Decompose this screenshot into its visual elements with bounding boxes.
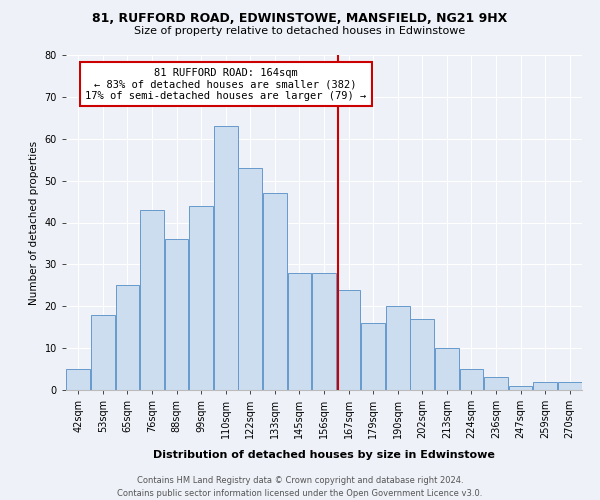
X-axis label: Distribution of detached houses by size in Edwinstowe: Distribution of detached houses by size … xyxy=(153,450,495,460)
Bar xyxy=(116,286,139,390)
Bar xyxy=(189,206,213,390)
Bar xyxy=(460,369,484,390)
Bar xyxy=(140,210,164,390)
Text: Contains HM Land Registry data © Crown copyright and database right 2024.
Contai: Contains HM Land Registry data © Crown c… xyxy=(118,476,482,498)
Bar xyxy=(91,314,115,390)
Text: 81, RUFFORD ROAD, EDWINSTOWE, MANSFIELD, NG21 9HX: 81, RUFFORD ROAD, EDWINSTOWE, MANSFIELD,… xyxy=(92,12,508,26)
Bar xyxy=(558,382,581,390)
Y-axis label: Number of detached properties: Number of detached properties xyxy=(29,140,39,304)
Bar xyxy=(214,126,238,390)
Text: 81 RUFFORD ROAD: 164sqm
← 83% of detached houses are smaller (382)
17% of semi-d: 81 RUFFORD ROAD: 164sqm ← 83% of detache… xyxy=(85,68,367,101)
Bar xyxy=(164,240,188,390)
Bar xyxy=(435,348,459,390)
Bar xyxy=(361,323,385,390)
Bar xyxy=(484,378,508,390)
Bar xyxy=(67,369,90,390)
Bar xyxy=(533,382,557,390)
Bar xyxy=(312,273,336,390)
Bar xyxy=(238,168,262,390)
Bar xyxy=(410,319,434,390)
Bar xyxy=(509,386,532,390)
Bar xyxy=(337,290,361,390)
Bar xyxy=(386,306,410,390)
Bar xyxy=(287,273,311,390)
Bar xyxy=(263,193,287,390)
Text: Size of property relative to detached houses in Edwinstowe: Size of property relative to detached ho… xyxy=(134,26,466,36)
